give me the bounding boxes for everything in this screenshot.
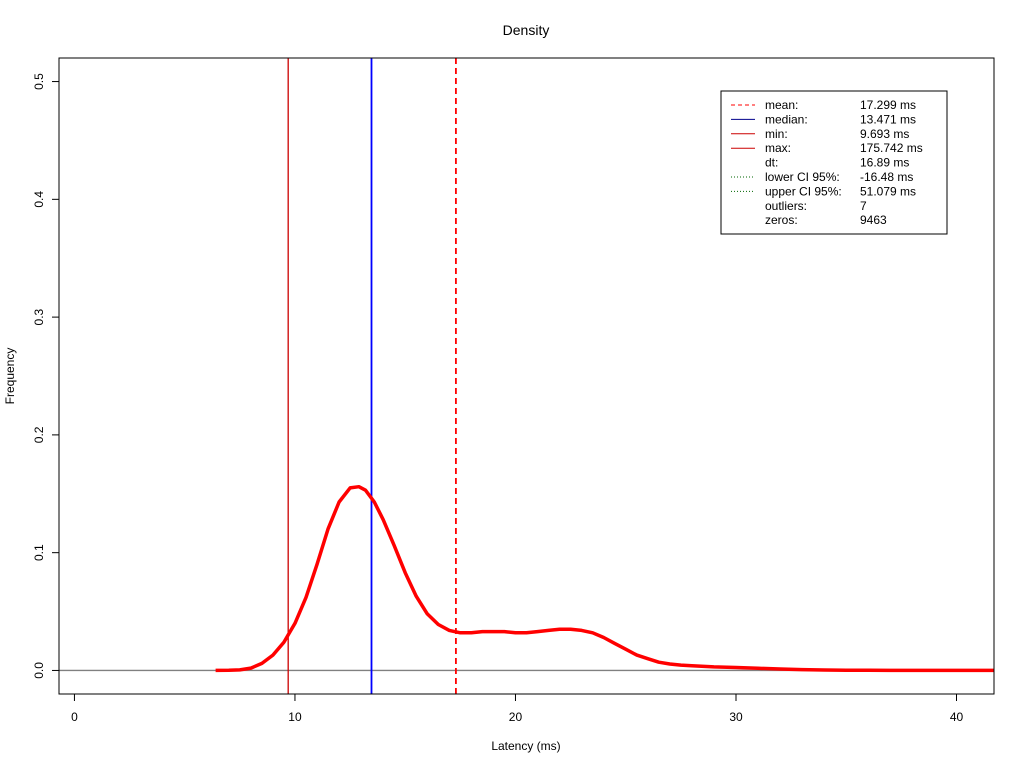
x-tick-label: 0 <box>71 710 78 724</box>
legend-value: 7 <box>860 199 867 213</box>
y-tick-label: 0.5 <box>32 73 46 90</box>
y-tick-label: 0.3 <box>32 308 46 325</box>
plot-area: 0 10 20 30 40 0.0 0.1 0.2 0.3 0.4 0.5 <box>32 57 995 724</box>
legend-label: outliers: <box>765 199 807 213</box>
legend-label: lower CI 95%: <box>765 170 840 184</box>
y-tick-label: 0.0 <box>32 662 46 679</box>
legend-box <box>720 90 948 235</box>
y-axis-label: Frequency <box>3 348 17 405</box>
x-axis-label: Latency (ms) <box>491 739 560 753</box>
y-tick-label: 0.1 <box>32 544 46 561</box>
legend-value: 17.299 ms <box>860 98 916 112</box>
legend-value: 13.471 ms <box>860 112 916 126</box>
plot-frame <box>58 57 995 695</box>
legend-label: mean: <box>765 98 798 112</box>
legend-label: zeros: <box>765 213 798 227</box>
legend-label: dt: <box>765 156 778 170</box>
legend-label: upper CI 95%: <box>765 184 842 198</box>
legend-label: min: <box>765 127 788 141</box>
y-tick-label: 0.2 <box>32 426 46 443</box>
x-tick-label: 10 <box>288 710 302 724</box>
legend-label: median: <box>765 112 808 126</box>
legend: mean: 17.299 ms median: 13.471 ms min: 9.693 … <box>720 90 948 235</box>
legend-value: 9463 <box>860 213 887 227</box>
legend-value: 16.89 ms <box>860 156 909 170</box>
y-tick-label: 0.4 <box>32 191 46 208</box>
x-tick-label: 40 <box>950 710 964 724</box>
legend-value: 9.693 ms <box>860 127 909 141</box>
legend-label: max: <box>765 141 791 155</box>
x-tick-label: 30 <box>729 710 743 724</box>
x-tick-label: 20 <box>509 710 523 724</box>
legend-value: 51.079 ms <box>860 184 916 198</box>
chart-title: Density <box>503 22 550 38</box>
legend-value: 175.742 ms <box>860 141 923 155</box>
density-curve <box>215 484 994 673</box>
legend-value: -16.48 ms <box>860 170 913 184</box>
